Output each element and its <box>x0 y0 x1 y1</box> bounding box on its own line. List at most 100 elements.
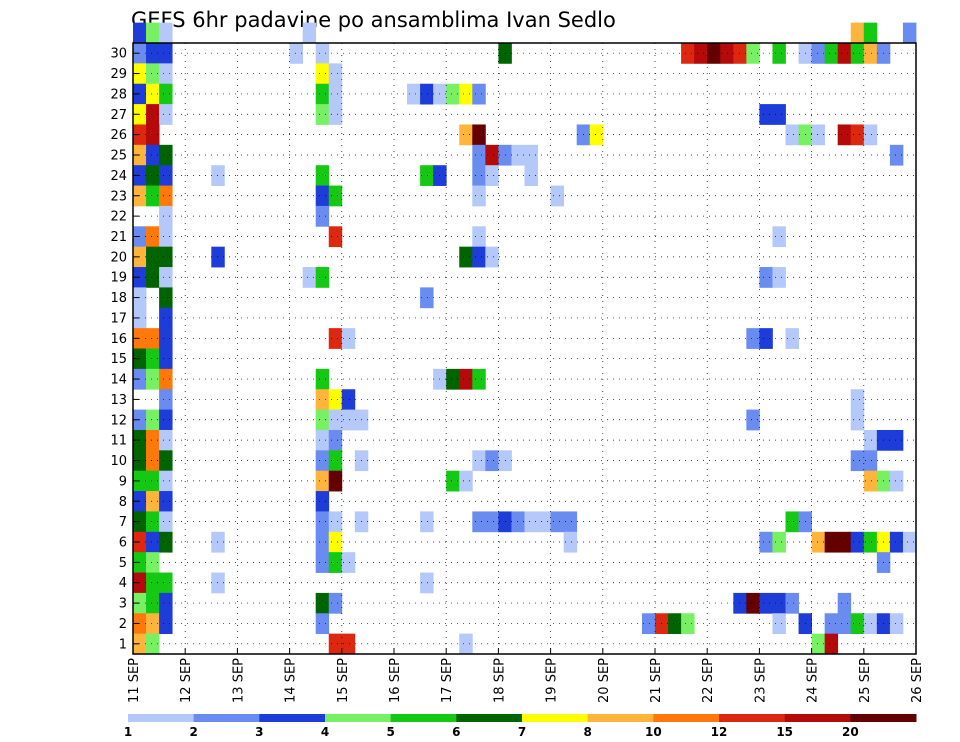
heatmap-cell <box>641 613 656 635</box>
heatmap-cell <box>146 83 160 105</box>
heatmap-cell <box>159 104 173 125</box>
x-axis-ticks: 11 SEP 12 SEP 13 SEP 14 SEP 15 SEP 16 SEP 17 S… <box>127 648 925 703</box>
heatmap-cell <box>146 226 160 248</box>
heatmap-cell <box>315 552 330 573</box>
heatmap-cell <box>459 368 473 390</box>
heatmap-cell <box>159 572 173 594</box>
heatmap-cell <box>746 328 760 349</box>
heatmap-cell <box>315 165 330 186</box>
heatmap-cell <box>341 409 356 431</box>
heatmap-cell <box>889 429 904 451</box>
heatmap-cell <box>902 22 917 44</box>
chart-title: GEFS 6hr padavine po ansamblima Ivan Sed… <box>131 8 616 32</box>
heatmap-cell <box>446 368 460 390</box>
heatmap-cell <box>315 205 330 227</box>
heatmap-cell <box>146 144 160 166</box>
heatmap-cell <box>459 470 473 492</box>
x-tick-label: 14 SEP <box>284 658 299 703</box>
heatmap-cell <box>524 144 538 166</box>
y-tick-label: 1 <box>119 637 127 652</box>
heatmap-cell <box>146 552 160 573</box>
heatmap-cell <box>159 592 173 614</box>
x-tick-label: 23 SEP <box>753 658 768 703</box>
y-tick-label: 5 <box>119 556 127 571</box>
x-tick-label: 20 SEP <box>597 658 612 703</box>
heatmap-cell <box>328 552 343 573</box>
heatmap-cell <box>146 104 160 125</box>
colorbar-segment <box>128 714 195 722</box>
heatmap-cell <box>159 43 173 64</box>
heatmap-cell <box>772 104 786 125</box>
heatmap-cell <box>315 83 330 105</box>
heatmap-cell <box>824 43 839 64</box>
colorbar-label: 12 <box>711 725 728 739</box>
heatmap-cell <box>824 531 839 553</box>
heatmap-cell <box>328 63 343 85</box>
heatmap-cell <box>472 511 486 533</box>
y-tick-label: 21 <box>110 230 127 245</box>
colorbar-segment <box>259 714 326 722</box>
heatmap-cell <box>772 43 786 64</box>
heatmap-cell <box>485 450 499 472</box>
heatmap-cell <box>302 267 317 288</box>
heatmap-cell <box>315 409 330 431</box>
heatmap-cell <box>472 226 486 248</box>
heatmap-cell <box>146 22 160 44</box>
heatmap-cell <box>211 572 225 594</box>
heatmap-cell <box>341 389 356 410</box>
heatmap-cell <box>811 531 826 553</box>
y-tick-label: 9 <box>119 474 127 489</box>
colorbar-label: 15 <box>776 725 793 739</box>
y-tick-label: 14 <box>110 373 127 388</box>
heatmap-cell <box>159 450 173 472</box>
x-tick-label: 16 SEP <box>388 658 403 703</box>
heatmap-cell <box>824 613 839 635</box>
colorbar-label: 20 <box>842 725 859 739</box>
heatmap-cell <box>146 348 160 370</box>
heatmap-cell <box>681 613 695 635</box>
heatmap-cell <box>824 633 839 655</box>
heatmap-cell <box>328 328 343 349</box>
heatmap-cell <box>341 552 356 573</box>
heatmap-cell <box>863 22 878 44</box>
y-tick-label: 23 <box>110 189 127 204</box>
colorbar-segment <box>850 714 917 722</box>
heatmap-cell <box>420 83 434 105</box>
heatmap-cell <box>889 144 904 166</box>
heatmap-cell <box>146 511 160 533</box>
heatmap-cell <box>759 531 773 553</box>
y-tick-label: 18 <box>110 291 127 306</box>
heatmap-cell <box>328 104 343 125</box>
heatmap-cell <box>746 43 760 64</box>
y-tick-label: 30 <box>110 47 127 62</box>
heatmap-cell <box>446 470 460 492</box>
heatmap-cell <box>315 491 330 512</box>
heatmap-cell <box>315 450 330 472</box>
y-tick-label: 4 <box>119 576 127 591</box>
heatmap-cell <box>772 613 786 635</box>
heatmap-cell <box>328 83 343 105</box>
y-tick-label: 12 <box>110 413 127 428</box>
y-tick-label: 17 <box>110 311 127 326</box>
colorbar-label: 3 <box>255 725 263 739</box>
heatmap-cell <box>746 409 760 431</box>
heatmap-cell <box>785 511 799 533</box>
heatmap-cell <box>159 83 173 105</box>
heatmap-cell <box>302 22 317 44</box>
heatmap-cell <box>837 43 852 64</box>
y-axis-ticks: 1234567891011121314151617181920212223242… <box>110 47 139 652</box>
heatmap-cell <box>837 592 852 614</box>
heatmap-cell <box>811 43 826 64</box>
x-tick-label: 13 SEP <box>231 658 246 703</box>
x-tick-label: 18 SEP <box>492 658 507 703</box>
heatmap-cell <box>159 348 173 370</box>
y-tick-label: 2 <box>119 617 127 632</box>
heatmap-cell <box>407 83 421 105</box>
x-tick-label: 11 SEP <box>127 658 142 703</box>
heatmap-cell <box>315 267 330 288</box>
heatmap-cell <box>159 307 173 329</box>
y-tick-label: 11 <box>110 434 127 449</box>
heatmap-cell <box>146 491 160 512</box>
heatmap-cell <box>563 511 578 533</box>
heatmap-cell <box>837 531 852 553</box>
